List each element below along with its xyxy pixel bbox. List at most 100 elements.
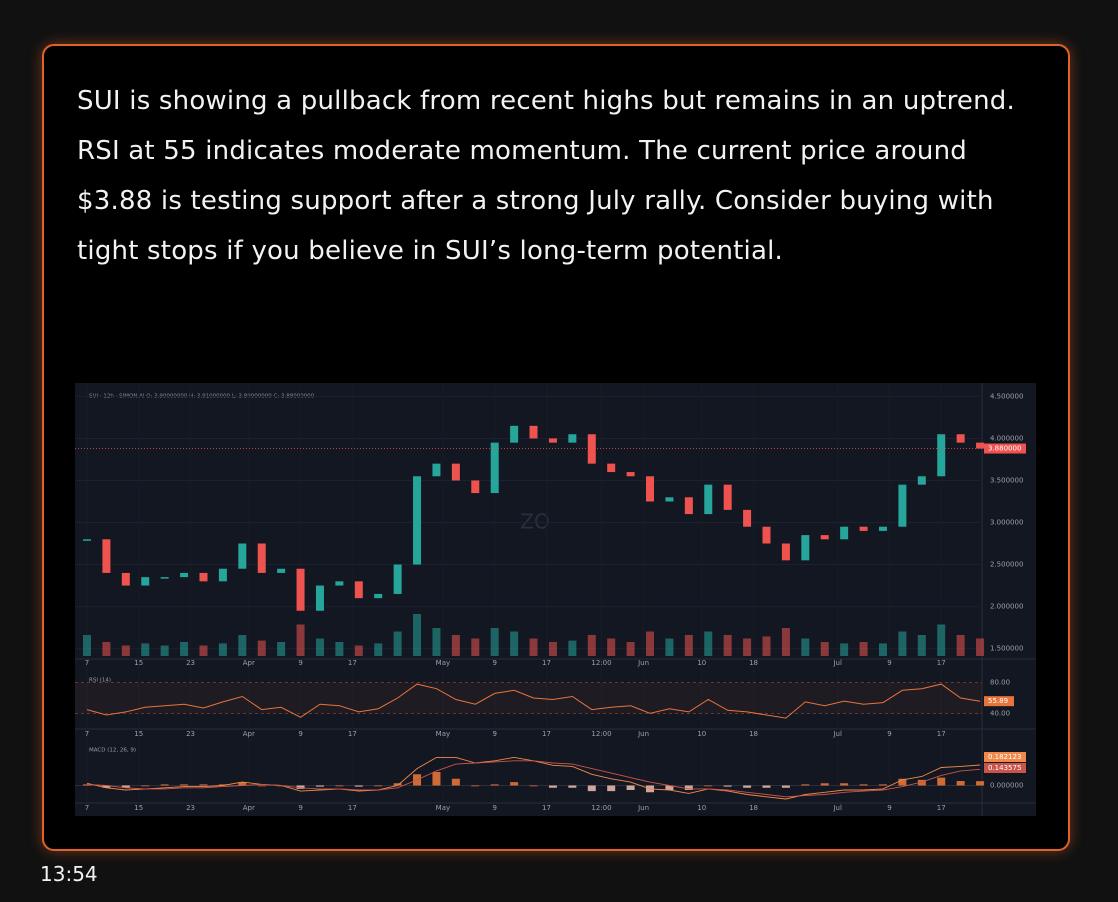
x-tick-label: May	[436, 804, 450, 812]
volume-bar	[646, 631, 655, 656]
x-tick-label: 7	[85, 804, 89, 812]
candle	[218, 568, 227, 582]
candle	[840, 526, 849, 540]
x-tick-label: 9	[298, 659, 302, 667]
volume-bar	[956, 635, 965, 656]
x-tick-label: Jun	[637, 730, 649, 738]
x-tick-label: 17	[937, 659, 946, 667]
macd-histogram	[199, 784, 208, 786]
y-tick-label: 4.500000	[990, 392, 1023, 400]
x-tick-label: Jun	[637, 804, 649, 812]
macd-histogram	[956, 781, 965, 786]
candle	[102, 539, 111, 573]
candle	[878, 526, 887, 531]
volume-bar	[548, 642, 557, 656]
macd-histogram	[820, 783, 829, 786]
volume-bar	[315, 638, 324, 656]
macd-histogram	[374, 785, 383, 787]
macd-histogram	[180, 784, 189, 786]
candle	[762, 526, 771, 544]
x-tick-label: 23	[186, 659, 195, 667]
volume-bar	[587, 635, 596, 656]
candle	[937, 434, 946, 477]
macd-histogram	[315, 785, 324, 787]
macd-histogram	[878, 784, 887, 786]
candle	[413, 476, 422, 565]
x-tick-label: 18	[749, 659, 758, 667]
volume-bar	[762, 636, 771, 656]
candle	[83, 539, 91, 541]
macd-histogram	[917, 779, 926, 786]
rsi-line	[86, 683, 981, 719]
macd-tick-label: 0.000000	[990, 782, 1023, 790]
volume-bar	[141, 643, 150, 656]
candle	[199, 572, 208, 582]
x-tick-label: May	[436, 659, 450, 667]
x-tick-label: 18	[749, 804, 758, 812]
volume-bar	[781, 628, 790, 656]
macd-histogram	[471, 785, 480, 787]
y-tick-label: 2.500000	[990, 561, 1023, 569]
macd-histogram	[335, 785, 344, 787]
volume-bar	[898, 631, 907, 656]
timestamp: 13:54	[40, 862, 98, 886]
x-tick-label: 17	[348, 730, 357, 738]
macd-label-box	[984, 752, 1026, 762]
x-tick-label: 7	[85, 730, 89, 738]
candle	[587, 434, 596, 464]
candle	[976, 442, 985, 449]
x-tick-label: 9	[492, 730, 496, 738]
x-tick-label: 7	[85, 659, 89, 667]
x-tick-label: Apr	[243, 804, 255, 812]
x-tick-label: 9	[298, 804, 302, 812]
volume-bar	[665, 638, 674, 656]
macd-histogram	[723, 785, 732, 787]
rsi-band	[75, 682, 982, 714]
macd-histogram	[587, 785, 596, 792]
rsi-value-label: 55.89	[988, 697, 1008, 705]
candle	[898, 484, 907, 527]
candle	[548, 438, 557, 443]
rsi-tick-label: 80.00	[990, 679, 1010, 687]
candle	[743, 509, 752, 527]
macd-histogram	[121, 785, 130, 788]
candle	[121, 572, 130, 586]
chart: SUI · 12h · SIMON.AI O: 3.90000000 H: 3.…	[75, 383, 1036, 816]
macd-histogram	[83, 784, 91, 786]
candle	[723, 484, 732, 510]
volume-bar	[83, 635, 91, 656]
macd-histogram	[257, 785, 266, 787]
macd-histogram	[976, 781, 985, 786]
macd-histogram	[451, 778, 460, 786]
x-tick-label: 17	[348, 804, 357, 812]
volume-bar	[296, 624, 305, 656]
volume-bar	[490, 628, 499, 656]
macd-histogram	[626, 785, 635, 790]
macd-histogram	[568, 785, 577, 788]
candle	[568, 434, 577, 443]
x-tick-label: 9	[492, 804, 496, 812]
x-tick-label: 10	[697, 804, 706, 812]
x-tick-label: 23	[186, 804, 195, 812]
volume-bar	[238, 635, 247, 656]
volume-bar	[102, 642, 111, 656]
x-tick-label: 15	[134, 730, 143, 738]
x-tick-label: 10	[697, 730, 706, 738]
volume-bar	[743, 638, 752, 656]
volume-bar	[607, 638, 616, 656]
candle	[471, 480, 480, 494]
candle	[374, 593, 383, 599]
volume-bar	[801, 638, 810, 656]
candle	[801, 535, 810, 561]
volume-bar	[393, 631, 402, 656]
volume-bar	[180, 642, 189, 656]
x-tick-label: 17	[348, 659, 357, 667]
x-tick-label: Jul	[832, 730, 842, 738]
volume-bar	[335, 642, 344, 656]
volume-bar	[510, 631, 519, 656]
signal-line	[86, 760, 981, 798]
x-tick-label: 9	[492, 659, 496, 667]
volume-bar	[976, 638, 985, 656]
y-tick-label: 1.500000	[990, 645, 1023, 653]
y-tick-label: 2.000000	[990, 603, 1023, 611]
